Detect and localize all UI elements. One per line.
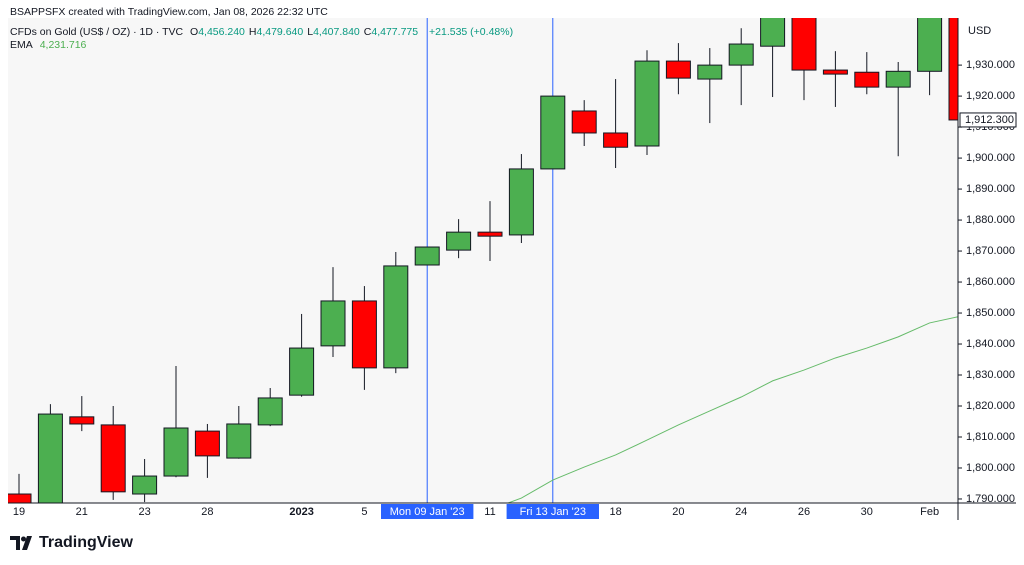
ohlc: O4,456.240 H4,479.640 L4,407.840 C4,477.775	[190, 26, 422, 38]
time-label-highlight	[506, 504, 599, 519]
candle-body	[571, 110, 597, 134]
y-tick-label: 1,870.000	[966, 245, 1015, 257]
y-tick-label: 1,820.000	[966, 400, 1015, 412]
time-label-highlight	[381, 504, 474, 519]
candle-body	[697, 64, 723, 80]
change: +21.535 (+0.48%)	[429, 26, 514, 38]
y-tick-label: 1,920.000	[966, 90, 1015, 102]
legend-row: CFDs on Gold (US$ / OZ) · 1D · TVC O4,45…	[10, 26, 517, 38]
currency-label: USD	[968, 25, 991, 37]
ema-line	[506, 316, 958, 503]
ohlc-key: C	[363, 26, 372, 38]
candle-body	[100, 424, 126, 493]
ohlc-value: 4,456.240	[198, 26, 245, 38]
indicator-name: EMA	[10, 39, 33, 51]
x-tick-label: 21	[76, 506, 88, 518]
x-tick-label: 18	[609, 506, 621, 518]
y-tick-label: 1,800.000	[966, 462, 1015, 474]
x-tick-label: 24	[735, 506, 747, 518]
candle-body	[760, 18, 786, 47]
candle-body	[446, 231, 472, 251]
y-tick-label: 1,790.000	[966, 493, 1015, 505]
indicator-value: 4,231.716	[39, 39, 87, 51]
candle-body	[728, 43, 754, 66]
x-tick-label: 5	[361, 506, 367, 518]
x-tick-label: 26	[798, 506, 810, 518]
candle-body	[854, 71, 880, 88]
candle-body	[257, 397, 283, 426]
logo: TradingView	[10, 534, 133, 552]
y-tick-label: 1,830.000	[966, 369, 1015, 381]
candle-body	[414, 246, 440, 266]
candle-body	[194, 430, 220, 457]
candle-body	[917, 18, 943, 72]
y-tick-label: 1,930.000	[966, 59, 1015, 71]
plot-background	[8, 18, 958, 503]
logo-text: TradingView	[39, 534, 133, 551]
ohlc-value: 4,479.640	[256, 26, 304, 38]
y-tick-label: 1,890.000	[966, 183, 1015, 195]
candle-body	[351, 300, 377, 369]
candle-body	[477, 231, 503, 237]
plot-area	[8, 18, 958, 503]
indicator-row: EMA 4,231.716	[10, 39, 90, 51]
x-tick-label: Fri 13 Jan '23	[520, 506, 586, 518]
candle-body	[665, 60, 691, 79]
candle-body	[948, 18, 958, 121]
candle-body	[822, 69, 848, 75]
candle-body	[132, 475, 158, 495]
candle-body	[885, 70, 911, 88]
x-tick-label: Mon 09 Jan '23	[390, 506, 465, 518]
logo-icon	[10, 536, 32, 550]
ohlc-key: O	[190, 26, 199, 38]
x-tick-label: 30	[861, 506, 873, 518]
ohlc-value: 4,477.775	[371, 26, 419, 38]
candle-body	[163, 427, 189, 477]
x-tick-label: 2023	[289, 506, 313, 518]
ohlc-key: H	[248, 26, 257, 38]
x-tick-label: 23	[138, 506, 150, 518]
candle-body	[226, 423, 252, 459]
credit: BSAPPSFX created with TradingView.com, J…	[10, 6, 328, 18]
symbol: CFDs on Gold (US$ / OZ) · 1D · TVC	[10, 26, 184, 38]
candle-body	[791, 18, 817, 71]
ohlc-key: L	[307, 26, 314, 38]
candle-body	[289, 347, 315, 396]
x-tick-label: 20	[672, 506, 684, 518]
ohlc-value: 4,407.840	[313, 26, 360, 38]
x-tick-label: Feb	[920, 506, 939, 518]
y-tick-label: 1,850.000	[966, 307, 1015, 319]
x-tick-label: 19	[13, 506, 25, 518]
candle-body	[37, 413, 63, 503]
candle-body	[603, 132, 629, 148]
candle-body	[540, 95, 566, 170]
last-price-box	[959, 112, 1017, 128]
y-tick-label: 1,900.000	[966, 152, 1015, 164]
y-tick-label: 1,860.000	[966, 276, 1015, 288]
candle-body	[508, 168, 534, 236]
candle-body	[383, 265, 409, 369]
candle-body	[69, 416, 95, 425]
x-tick-label: 11	[484, 506, 495, 518]
x-tick-label: 28	[201, 506, 213, 518]
last-price-label: 1,912.300	[965, 114, 1014, 126]
candle-body	[634, 60, 660, 147]
y-tick-label: 1,810.000	[966, 431, 1015, 443]
y-tick-label: 1,880.000	[966, 214, 1015, 226]
candle-body	[320, 300, 346, 347]
candle-body	[8, 493, 32, 503]
y-tick-label: 1,840.000	[966, 338, 1015, 350]
